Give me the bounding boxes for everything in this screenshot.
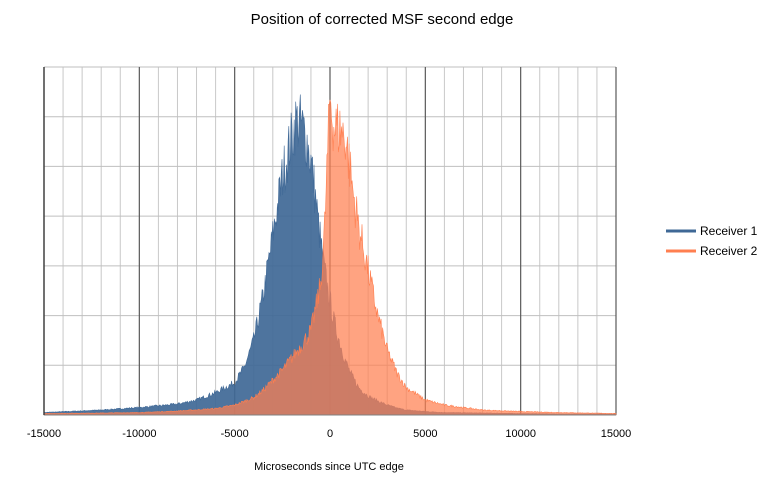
chart-title: Position of corrected MSF second edge: [251, 11, 514, 28]
x-tick-label: 15000: [601, 428, 632, 440]
legend: Receiver 1 Receiver 2: [666, 224, 758, 258]
x-tick-label: -5000: [221, 428, 249, 440]
x-tick-labels: -15000 -10000 -5000 0 5000 10000 15000: [27, 428, 631, 440]
x-axis-label: Microseconds since UTC edge: [254, 461, 404, 473]
legend-entry-label: Receiver 1: [700, 224, 758, 238]
series-area-2: [43, 99, 617, 416]
series-layer: [43, 94, 617, 416]
x-tick-label: 0: [327, 428, 333, 440]
x-tick-label: -15000: [27, 428, 61, 440]
x-tick-label: -10000: [122, 428, 156, 440]
plot-area: [43, 66, 617, 416]
x-tick-label: 10000: [505, 428, 536, 440]
legend-entry-label: Receiver 2: [700, 244, 758, 258]
x-tick-label: 5000: [413, 428, 437, 440]
